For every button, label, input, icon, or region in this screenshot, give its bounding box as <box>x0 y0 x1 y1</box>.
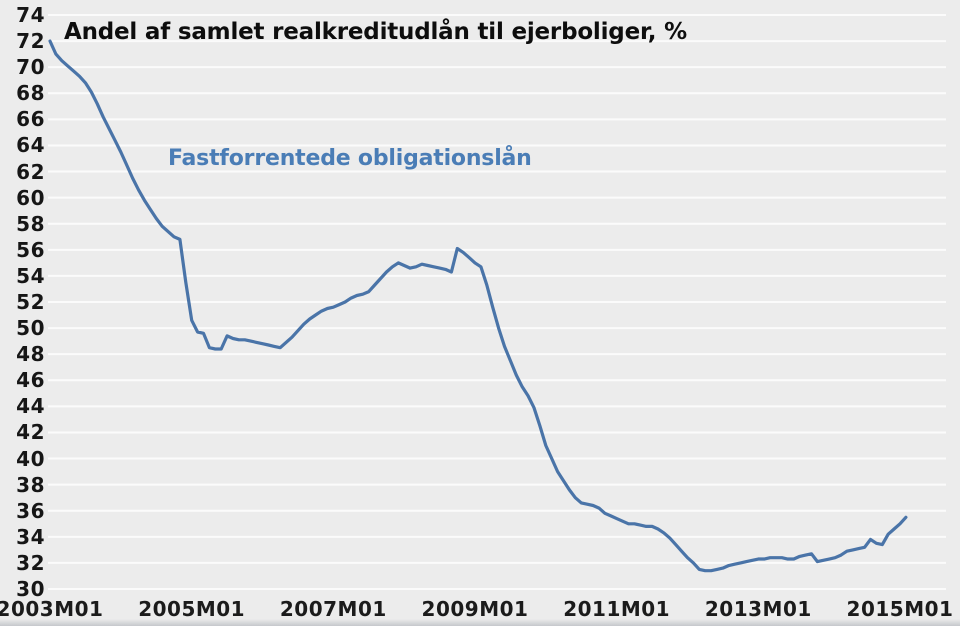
y-tick-label-68: 68 <box>16 81 45 106</box>
y-tick-label-32: 32 <box>16 550 45 575</box>
y-tick-label-60: 60 <box>16 185 45 210</box>
y-tick-label-52: 52 <box>16 290 45 314</box>
y-tick-label-50: 50 <box>16 316 45 341</box>
y-tick-label-30: 30 <box>16 577 45 601</box>
gridlines <box>48 14 946 590</box>
x-tick-label-2015M01: 2015M01 <box>846 597 954 621</box>
y-tick-label-58: 58 <box>16 211 45 236</box>
y-tick-label-56: 56 <box>16 237 45 262</box>
y-tick-label-44: 44 <box>16 394 45 419</box>
y-tick-label-62: 62 <box>16 159 45 184</box>
y-tick-label-46: 46 <box>16 368 45 393</box>
y-tick-label-70: 70 <box>16 55 45 80</box>
y-tick-label-34: 34 <box>16 524 45 549</box>
series-label: Fastforrentede obligationslån <box>168 146 532 171</box>
y-tick-label-38: 38 <box>16 472 45 497</box>
y-tick-label-36: 36 <box>16 498 45 523</box>
y-tick-label-74: 74 <box>16 3 45 27</box>
y-tick-label-42: 42 <box>16 420 45 445</box>
chart-title: Andel af samlet realkreditudlån til ejer… <box>64 19 687 45</box>
x-tick-label-2007M01: 2007M01 <box>279 597 387 621</box>
y-tick-label-66: 66 <box>16 107 45 132</box>
x-tick-label-2009M01: 2009M01 <box>421 597 529 621</box>
y-tick-label-54: 54 <box>16 263 45 288</box>
x-tick-label-2013M01: 2013M01 <box>704 597 812 621</box>
y-tick-label-64: 64 <box>16 133 45 158</box>
series-line-fastforrentede <box>48 39 908 573</box>
y-tick-label-48: 48 <box>16 342 45 367</box>
x-tick-label-2005M01: 2005M01 <box>138 597 246 621</box>
x-tick-label-2003M01: 2003M01 <box>0 597 104 621</box>
x-tick-label-2011M01: 2011M01 <box>563 597 671 621</box>
y-tick-label-40: 40 <box>16 446 45 471</box>
bottom-shade <box>0 619 960 626</box>
y-tick-label-72: 72 <box>16 29 45 54</box>
